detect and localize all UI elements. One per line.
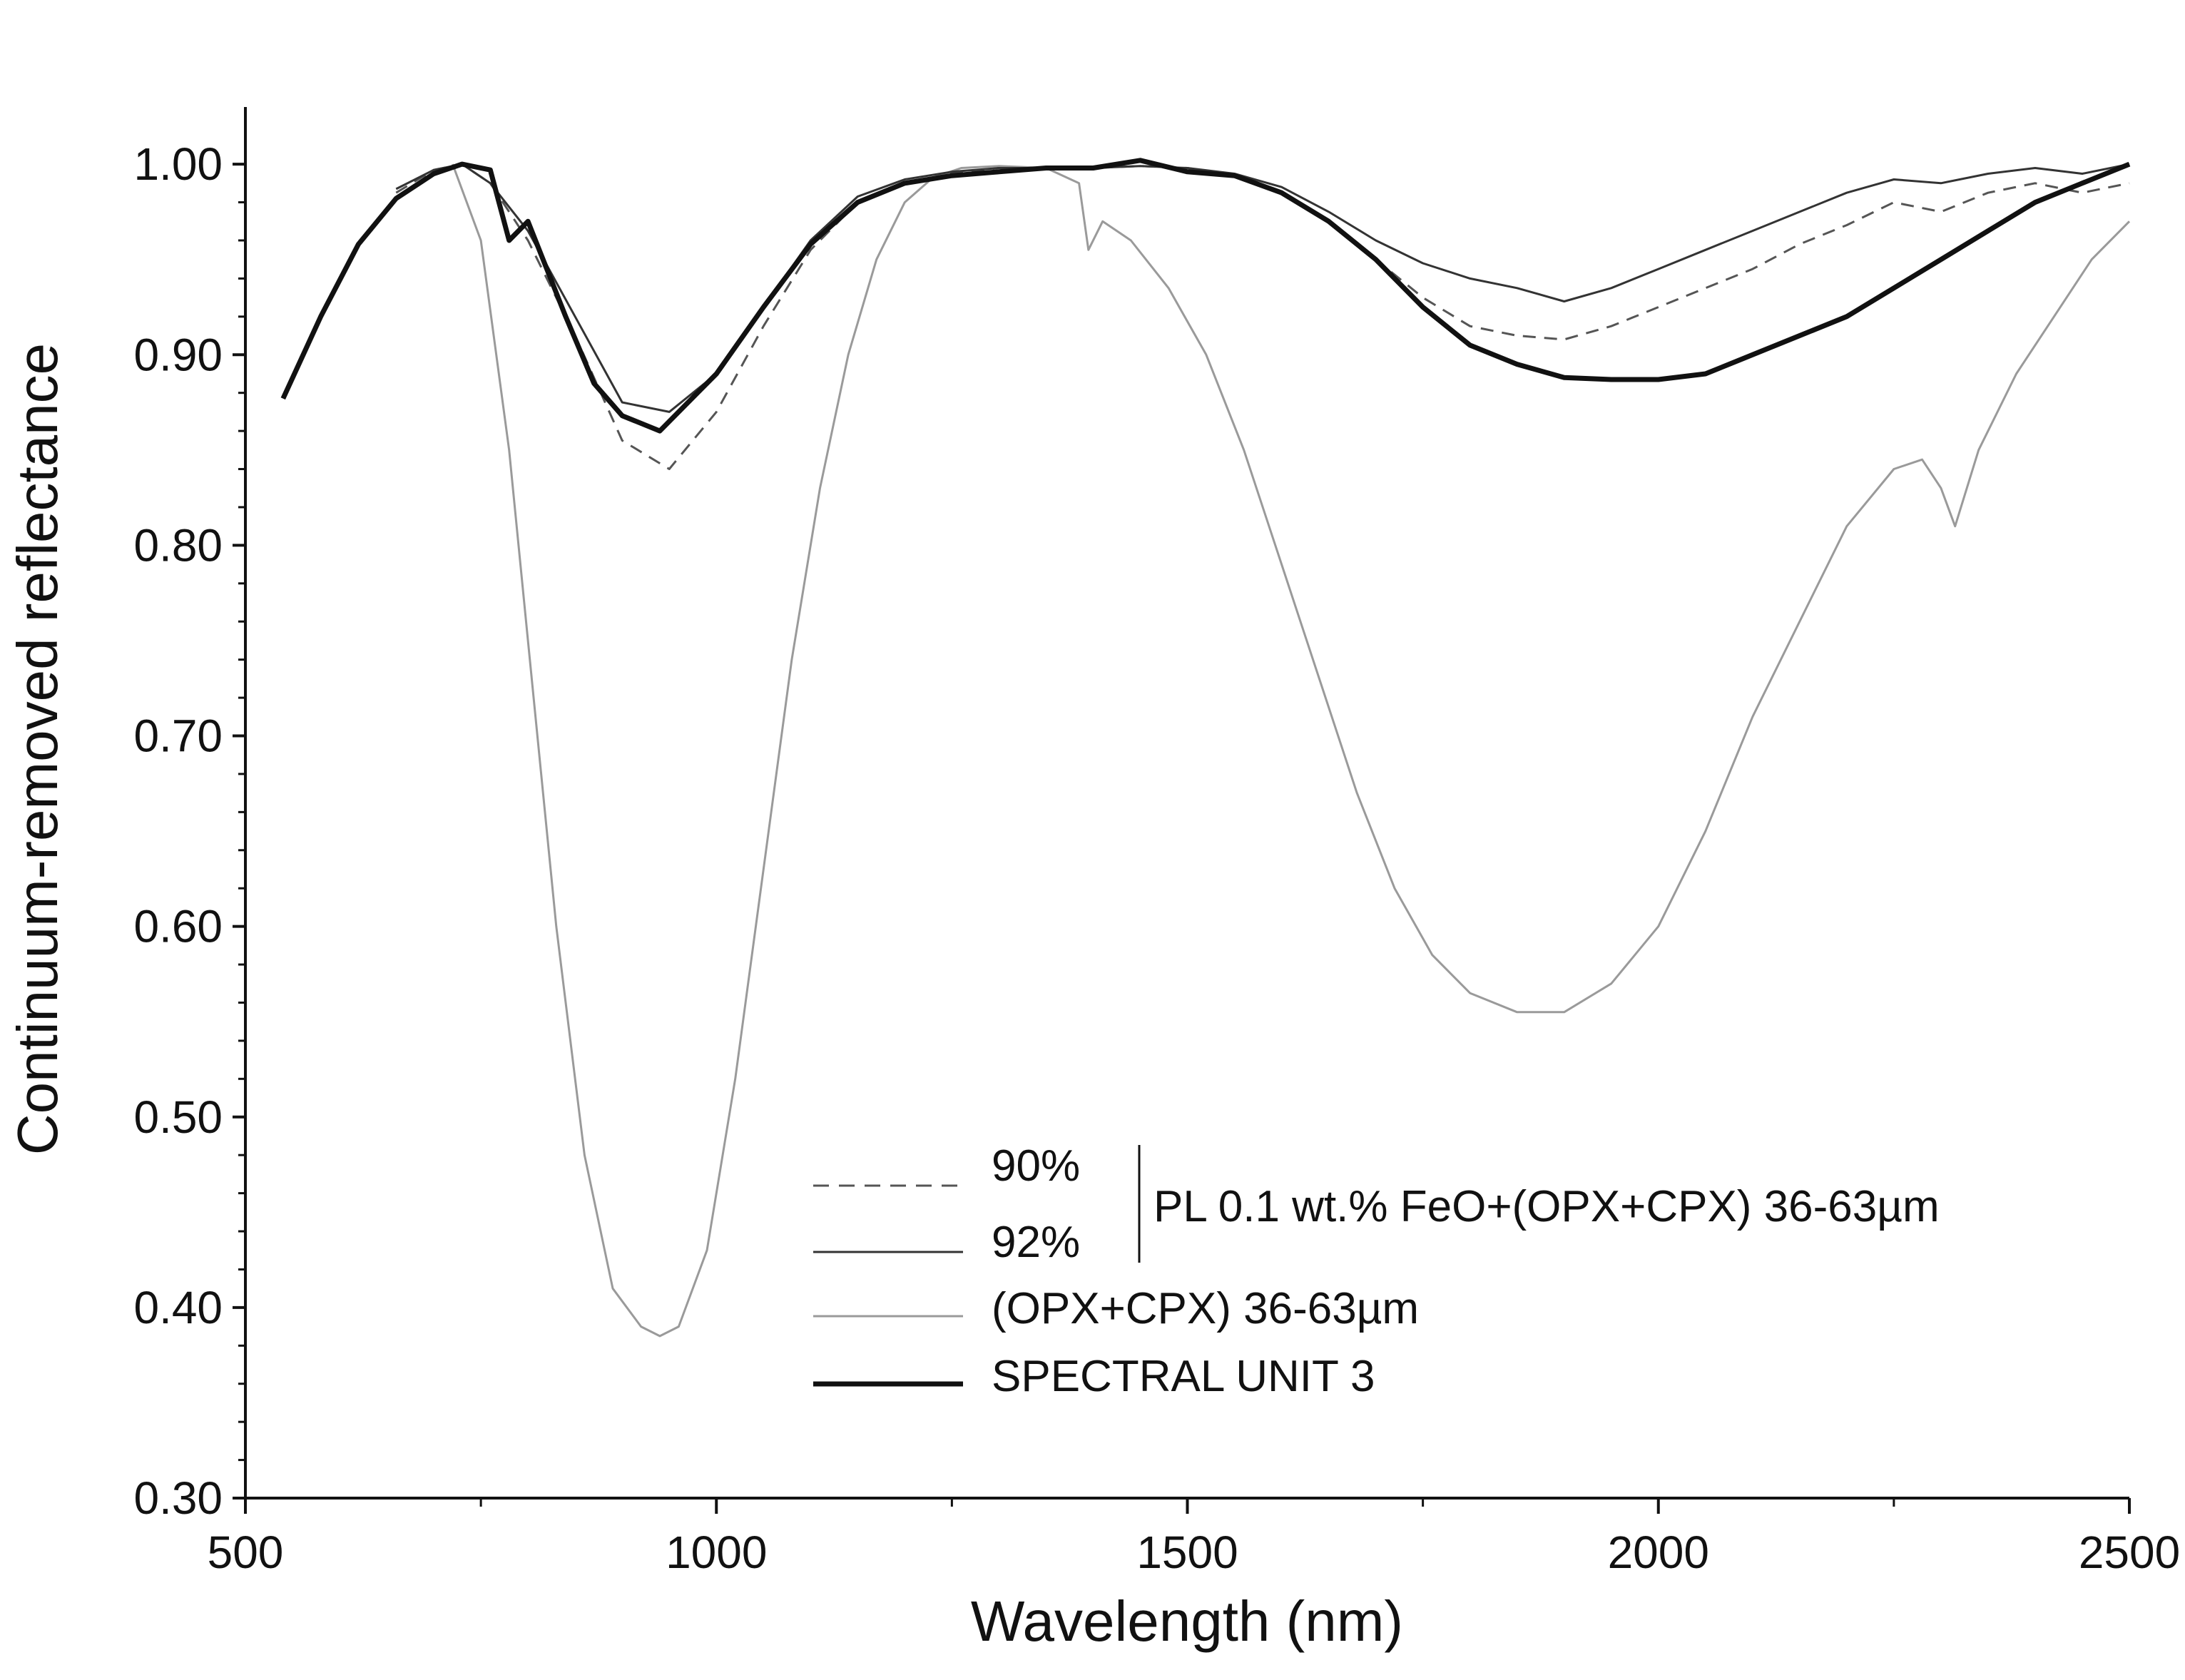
y-tick-label: 0.30 [133,1472,223,1524]
y-axis-title: Continuum-removed reflectance [6,343,69,1155]
y-tick-label: 0.40 [133,1282,223,1333]
legend-label-92: 92% [992,1218,1080,1267]
y-tick-label: 0.80 [133,519,223,571]
series-line-opx-cpx-36-63-m [452,163,2131,1338]
legend-label-unit3: SPECTRAL UNIT 3 [992,1352,1375,1401]
series-line-spectral-unit-3 [280,158,2131,434]
series-line-92 [395,163,2130,413]
x-tick-label: 1000 [666,1527,767,1578]
y-tick-label: 0.50 [133,1091,223,1143]
legend-group-label: PL 0.1 wt.% FeO+(OPX+CPX) 36-63µm [1153,1182,1940,1231]
x-axis-ticks: 500 1000 1500 2000 2500 [208,1498,2180,1578]
y-tick-label: 0.90 [133,329,223,380]
legend: 90% 92% PL 0.1 wt.% FeO+(OPX+CPX) 36-63µ… [813,1141,1940,1401]
x-tick-label: 1500 [1136,1527,1238,1578]
legend-label-90: 90% [992,1141,1080,1191]
x-tick-label: 2500 [2079,1527,2180,1578]
x-axis-title: Wavelength (nm) [971,1589,1403,1653]
x-tick-label: 500 [208,1527,284,1578]
plot-series [280,158,2131,1338]
y-tick-label: 0.60 [133,901,223,952]
legend-label-opx-cpx: (OPX+CPX) 36-63µm [992,1284,1419,1333]
series-line-90 [395,163,2130,470]
y-tick-label: 1.00 [133,138,223,190]
x-tick-label: 2000 [1608,1527,1709,1578]
y-tick-label: 0.70 [133,711,223,762]
y-axis-ticks: 0.30 0.40 0.50 0.60 0.70 0.80 0.90 1.00 [133,138,245,1524]
